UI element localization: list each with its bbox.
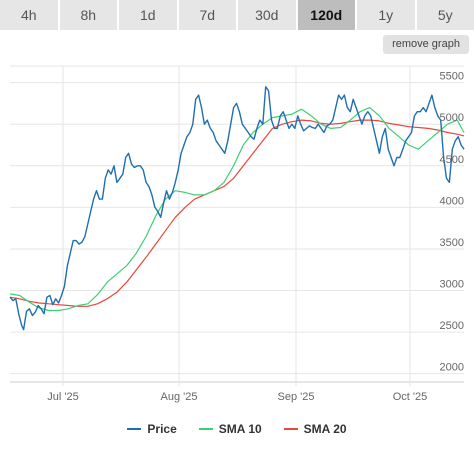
tab-120d[interactable]: 120d	[297, 0, 357, 30]
x-tick-label: Oct '25	[393, 391, 428, 403]
sma20-line	[9, 119, 465, 307]
legend-swatch-price	[127, 428, 142, 430]
y-tick-label: 5000	[440, 112, 464, 124]
y-tick-label: 3000	[440, 279, 464, 291]
x-tick-label: Aug '25	[161, 391, 198, 403]
legend-swatch-sma10	[198, 428, 213, 430]
y-tick-label: 4500	[440, 154, 464, 166]
y-tick-label: 2000	[440, 362, 464, 374]
y-tick-label: 4000	[440, 195, 464, 207]
tab-7d[interactable]: 7d	[178, 0, 238, 30]
chart-legend: Price SMA 10 SMA 20	[0, 418, 474, 440]
y-tick-label: 5500	[440, 71, 464, 83]
timeframe-tabbar: 4h 8h 1d 7d 30d 120d 1y 5y	[0, 0, 474, 30]
tab-5y[interactable]: 5y	[416, 0, 474, 30]
legend-item-sma10[interactable]: SMA 10	[198, 422, 262, 436]
legend-label-price: Price	[147, 422, 177, 436]
tab-8h[interactable]: 8h	[59, 0, 119, 30]
tab-1y[interactable]: 1y	[357, 0, 417, 30]
x-tick-label: Jul '25	[47, 391, 78, 403]
legend-label-sma20: SMA 20	[303, 422, 347, 436]
y-tick-label: 2500	[440, 320, 464, 332]
legend-item-sma20[interactable]: SMA 20	[283, 422, 347, 436]
price-chart: 2000 2500 3000 3500 4000 4500 5000 5500 Jul '25…	[9, 65, 465, 403]
legend-label-sma10: SMA 10	[218, 422, 262, 436]
x-tick-label: Sep '25	[278, 391, 315, 403]
sma10-line	[9, 107, 465, 312]
price-line	[9, 86, 465, 331]
tab-1d[interactable]: 1d	[119, 0, 179, 30]
tab-30d[interactable]: 30d	[238, 0, 298, 30]
legend-swatch-sma20	[283, 428, 298, 430]
y-tick-label: 3500	[440, 237, 464, 249]
legend-item-price[interactable]: Price	[127, 422, 177, 436]
remove-graph-button[interactable]: remove graph	[383, 35, 469, 54]
tab-4h[interactable]: 4h	[0, 0, 60, 30]
